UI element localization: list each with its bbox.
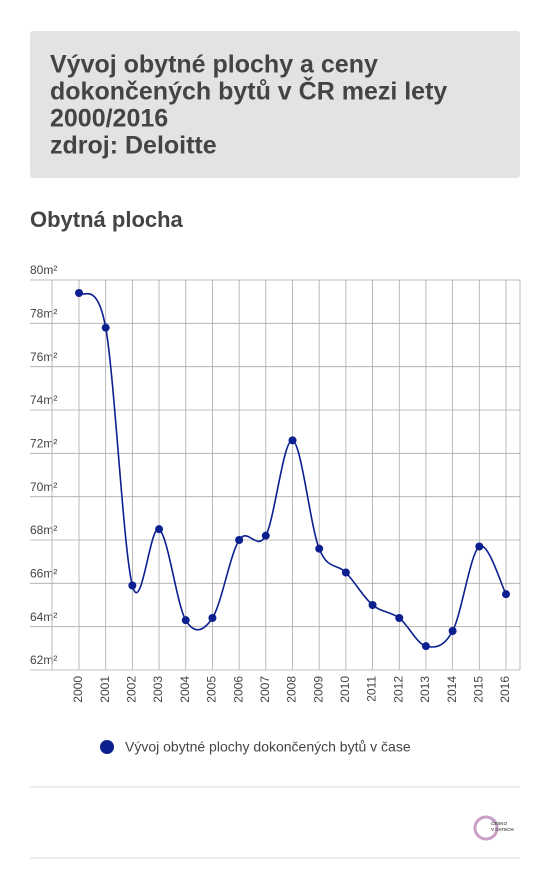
point: [475, 542, 484, 551]
point: [128, 581, 137, 590]
title-line: Vývoj obytné plochy a ceny: [50, 51, 378, 79]
y-tick-label: 80m²: [30, 263, 57, 277]
x-tick-label: 2005: [205, 676, 219, 703]
point: [368, 601, 377, 609]
x-tick-label: 2013: [418, 676, 432, 703]
logo-text: V DATECH: [491, 827, 514, 832]
point: [502, 590, 510, 599]
y-tick-label: 64m²: [30, 610, 57, 624]
point: [235, 536, 244, 544]
x-tick-label: 2003: [151, 676, 165, 703]
title-line: zdroj: Deloitte: [50, 132, 217, 160]
point: [75, 289, 83, 297]
y-tick-label: 66m²: [30, 567, 57, 581]
point: [421, 642, 430, 651]
x-tick-label: 2006: [231, 676, 245, 703]
y-tick-label: 70m²: [30, 480, 57, 494]
x-tick-label: 2001: [98, 676, 112, 703]
logo: ČESKO V DATECH: [473, 815, 514, 841]
x-tick-label: 2004: [178, 676, 192, 703]
legend-marker: [100, 740, 114, 754]
point: [155, 525, 164, 534]
x-tick-label: 2009: [311, 676, 325, 703]
x-tick-label: 2012: [391, 676, 405, 703]
x-tick-label: 2014: [445, 676, 459, 703]
y-tick-label: 78m²: [30, 307, 57, 321]
x-tick-label: 2010: [338, 676, 352, 703]
title-line: 2000/2016: [50, 105, 168, 133]
x-tick-label: 2002: [125, 676, 139, 703]
header-box: [30, 31, 520, 178]
point: [181, 616, 190, 625]
title-line: dokončených bytů v ČR mezi lety: [50, 76, 447, 106]
point: [261, 531, 270, 540]
point: [395, 614, 404, 622]
logo-ring: [473, 815, 499, 841]
y-tick-label: 76m²: [30, 350, 57, 364]
x-tick-label: 2008: [285, 676, 299, 703]
y-tick-label: 72m²: [30, 437, 57, 451]
x-tick-label: 2000: [71, 676, 85, 703]
x-tick-label: 2011: [365, 676, 379, 702]
point: [448, 627, 457, 635]
point: [341, 568, 350, 577]
point: [315, 544, 324, 553]
header-title: Vývoj obytné plochy a ceny dokončených b…: [50, 51, 447, 160]
logo-text: ČESKO: [491, 820, 508, 826]
point: [288, 436, 297, 445]
point: [208, 614, 217, 622]
point: [101, 323, 110, 332]
x-tick-label: 2007: [258, 676, 272, 703]
legend-label: Vývoj obytné plochy dokončených bytů v č…: [125, 739, 411, 755]
chart-title: Obytná plocha: [30, 207, 184, 232]
y-tick-label: 68m²: [30, 523, 57, 537]
y-tick-label: 74m²: [30, 393, 57, 407]
x-tick-label: 2015: [471, 676, 485, 703]
y-tick-label: 62m²: [30, 653, 57, 667]
x-tick-label: 2016: [498, 676, 512, 703]
